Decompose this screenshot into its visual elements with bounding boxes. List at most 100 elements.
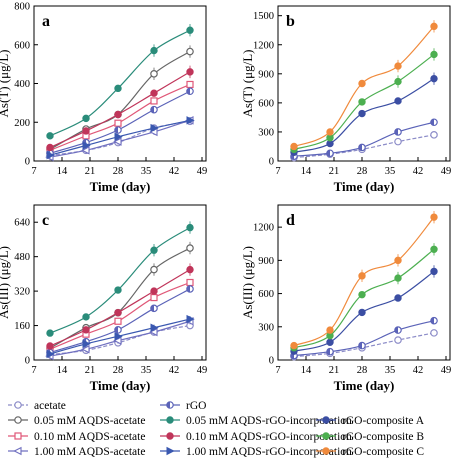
data-point — [186, 285, 194, 293]
data-point — [46, 150, 55, 160]
x-axis-label: Time (day) — [334, 378, 395, 393]
y-tick-label: 0 — [25, 356, 30, 367]
data-point — [150, 70, 158, 78]
series-1-00-mm-aqds-rgo-incorporation — [46, 314, 195, 359]
data-point — [186, 87, 194, 96]
data-point — [150, 89, 158, 97]
data-point — [430, 267, 438, 276]
data-point — [150, 246, 158, 254]
data-point-fill — [358, 342, 362, 349]
series-0-10-mm-aqds-rgo-incorporation — [46, 65, 194, 152]
legend-label: 0.10 mM AQDS-rGO-incorporation — [186, 431, 352, 443]
x-axis-label: Time (day) — [90, 378, 151, 393]
data-point — [186, 47, 194, 56]
data-point — [326, 326, 334, 334]
data-point — [358, 98, 366, 106]
data-point-fill — [186, 88, 190, 95]
panel-letter: d — [286, 212, 295, 229]
data-point — [150, 265, 158, 274]
data-point — [186, 68, 194, 76]
data-point — [150, 304, 158, 313]
data-point — [82, 141, 91, 150]
series-rgo — [290, 118, 438, 160]
x-tick-label: 7 — [31, 166, 36, 177]
x-tick-label: 28 — [357, 166, 368, 177]
data-point-fill — [326, 150, 330, 157]
series-0-10-mm-aqds-rgo-incorporation — [46, 263, 194, 350]
data-point — [114, 132, 123, 142]
data-point — [394, 294, 402, 302]
data-point — [150, 97, 158, 105]
legend-item: 0.05 mM AQDS-acetate — [8, 415, 145, 427]
x-tick-label: 35 — [141, 166, 152, 177]
data-point-fill — [114, 326, 118, 334]
data-point-fill — [114, 126, 118, 134]
legend-marker — [322, 432, 330, 440]
legend-label: rGO — [186, 400, 206, 412]
x-tick-label: 21 — [85, 166, 96, 177]
plot-frame — [277, 5, 451, 162]
chart-panel-c: 7 14 21 28 35 42 49 0 160 320 480 640 Time (day) As(I… — [0, 204, 208, 393]
y-tick-label: 300 — [258, 322, 274, 333]
y-tick-label: 600 — [14, 40, 30, 51]
legend-item: 0.10 mM AQDS-acetate — [8, 431, 145, 443]
y-axis-label: As(T) (μg/L) — [240, 50, 255, 118]
data-point — [186, 265, 194, 274]
y-tick-label: 0 — [269, 157, 274, 168]
legend-item: 1.00 mM AQDS-rGO-incorporation — [160, 446, 352, 458]
data-point-fill — [150, 305, 154, 312]
data-point — [394, 128, 402, 136]
data-point — [290, 341, 298, 350]
chart-panel-b: 7 14 21 28 35 42 49 0 300 600 900 1200 1500 Time (day… — [240, 5, 451, 194]
data-point — [150, 287, 158, 295]
legend-item: 0.10 mM AQDS-rGO-incorporation — [160, 431, 352, 443]
panel-letter: a — [42, 13, 50, 30]
y-tick-label: 480 — [14, 252, 30, 263]
x-tick-label: 49 — [197, 365, 208, 376]
data-point — [394, 77, 402, 86]
data-point-fill — [430, 119, 434, 126]
data-point — [430, 213, 438, 221]
data-point — [114, 286, 122, 294]
x-tick-label: 28 — [357, 365, 368, 376]
legend-marker — [14, 432, 22, 440]
data-point — [114, 110, 122, 119]
y-tick-label: 0 — [25, 157, 30, 168]
data-point — [430, 316, 438, 325]
data-point — [358, 79, 366, 88]
x-tick-label: 21 — [85, 365, 96, 376]
data-point-fill — [394, 128, 398, 136]
legend-marker — [13, 446, 22, 456]
data-point — [358, 143, 366, 152]
data-point — [114, 126, 122, 134]
data-point — [394, 62, 402, 70]
data-point-fill — [326, 348, 330, 355]
data-point — [186, 278, 194, 287]
legend-marker — [166, 432, 174, 440]
data-point — [326, 128, 334, 136]
legend-label: 0.05 mM AQDS-acetate — [34, 415, 145, 427]
x-tick-label: 42 — [413, 166, 424, 177]
data-point-fill — [430, 317, 434, 324]
data-point — [430, 245, 438, 253]
legend-label: rGO-composite C — [342, 446, 424, 458]
y-tick-label: 1200 — [253, 40, 274, 51]
data-point — [186, 314, 195, 324]
data-point — [82, 127, 90, 135]
y-tick-label: 400 — [14, 79, 30, 90]
data-point-fill — [358, 144, 362, 151]
data-point — [46, 349, 55, 359]
data-point — [326, 347, 334, 356]
data-point — [114, 119, 122, 127]
y-tick-label: 320 — [14, 287, 30, 298]
x-tick-label: 7 — [31, 365, 36, 376]
data-point — [46, 143, 54, 152]
data-point — [394, 137, 402, 146]
series-line — [49, 269, 191, 347]
data-point — [394, 97, 402, 105]
series-line — [49, 247, 191, 349]
x-tick-label: 14 — [57, 365, 68, 376]
y-tick-label: 900 — [258, 69, 274, 80]
data-point — [358, 290, 366, 299]
data-point — [113, 137, 122, 146]
